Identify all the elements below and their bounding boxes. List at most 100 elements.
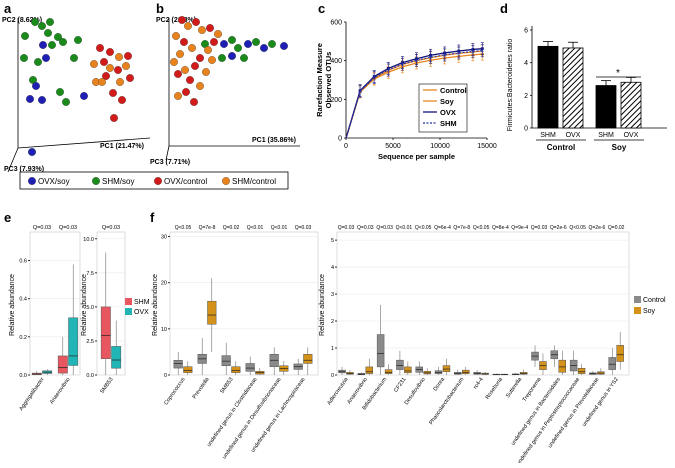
q-value-label: Q=0.02 [608, 225, 625, 231]
pca-point [38, 22, 46, 30]
y-tick-label: 400 [330, 58, 342, 65]
panel-f: f 0102030Q<0.05CoprococcusQ=7e-8Prevotel… [150, 210, 666, 467]
pca-point [181, 66, 189, 74]
panel-e: e 0.0 0.2 0.4 0.6 Q=0.03 Aggregatibacter Q=0.0… [4, 210, 150, 412]
pca-point [54, 33, 62, 41]
legend-label: Soy [643, 308, 656, 315]
y-tick-label: 20 [161, 281, 167, 287]
x-tick-label: Coprococcus [163, 377, 186, 407]
y-tick-label: 7.5 [86, 271, 94, 277]
series-point: ✕ [386, 68, 390, 74]
pca-point [206, 24, 214, 32]
x-tick-label: Sutterella [505, 376, 524, 399]
y-tick-label: 10.0 [83, 237, 94, 243]
pca-point [220, 40, 228, 48]
pca-point [252, 38, 260, 46]
legend-label: OVX [440, 108, 456, 117]
y-tick-label: 10 [161, 327, 167, 333]
box [231, 366, 241, 373]
series-point: ✕ [372, 76, 376, 82]
legend-swatch [634, 307, 641, 314]
q-value-label: Q=0.03 [295, 225, 312, 231]
pca-point [70, 54, 78, 62]
y-tick-label: 0.0 [19, 373, 27, 379]
series-point: ✕ [428, 55, 432, 61]
pca-point [196, 54, 204, 62]
q-value-label: Q=9e-4 [511, 225, 528, 231]
box [245, 363, 255, 372]
y-tick-label: 0 [164, 373, 167, 379]
significance-star: * [616, 68, 620, 79]
y-tick-label: 2.5 [86, 339, 94, 345]
pca-point [228, 36, 236, 44]
panel-b: b PC2 (21.8%) PC1 (35.86%) PC3 (7.71%) [150, 1, 300, 166]
panel-a-pc1-axis [17, 137, 151, 149]
legend-swatch [634, 296, 641, 303]
panel-a-pc2-label: PC2 (8.62%) [2, 17, 42, 24]
pca-point [34, 58, 42, 66]
box [616, 345, 624, 362]
pca-point [192, 18, 200, 26]
y-tick-label: 0 [331, 373, 334, 379]
pca-point [44, 29, 52, 37]
box [462, 369, 470, 374]
q-value-label: Q=2e-6 [550, 225, 567, 231]
pca-point [280, 42, 288, 50]
pca-point [39, 41, 47, 49]
y-tick-label: 0.4 [19, 297, 27, 303]
pca-point [202, 68, 210, 76]
pca-point [59, 38, 67, 46]
pca-point [20, 54, 28, 62]
panel-d: d 0 2 4 6 Firmicutes:Bacteroidetes ratio SHM O… [500, 1, 667, 152]
y-tick-label: 1 [331, 346, 334, 352]
pca-legend: OVX/soy SHM/soy OVX/control SHM/control [19, 171, 289, 190]
pca-point [110, 114, 118, 122]
pca-point [56, 88, 64, 96]
y-tick-label: 6 [524, 28, 528, 35]
legend-marker [92, 177, 100, 185]
pca-point [98, 78, 106, 86]
panel-c: c 0 5000 10000 15000 0 200 400 600 Sequence per … [315, 1, 497, 161]
x-tick-label: 15000 [477, 143, 497, 150]
box [173, 359, 183, 369]
pca-point [190, 98, 198, 106]
legend-box [418, 83, 468, 133]
q-value-label: Q<0.01 [271, 225, 288, 231]
x-tick-label: Roseburia [485, 376, 505, 401]
y-axis-label: Relative abundance [81, 274, 88, 336]
legend-marker [154, 177, 162, 185]
box [221, 355, 231, 367]
x-tick-label: Anaerovibrio [49, 377, 72, 406]
pca-point [170, 58, 178, 66]
panel-f-label: f [150, 210, 155, 225]
y-axis-label: Rarefaction Measure [315, 43, 324, 117]
q-value-label: Q<0.05 [569, 225, 586, 231]
pca-point [184, 22, 192, 30]
x-tick-label: SMB53 [99, 377, 114, 395]
legend-marker [28, 177, 36, 185]
legend-label: Soy [440, 97, 455, 106]
group-label: Control [547, 143, 575, 152]
pca-point [174, 70, 182, 78]
bar [620, 81, 642, 129]
y-tick-label: 0.6 [19, 259, 27, 265]
x-tick-label: Phascolarctobacterium [428, 376, 465, 426]
x-tick-label: rc4-4 [473, 377, 485, 391]
plot-frame [169, 231, 319, 376]
pca-point [172, 32, 180, 40]
pca-point [260, 44, 268, 52]
q-value-label: Q=7e-8 [199, 225, 216, 231]
pca-point [48, 41, 56, 49]
legend-label: SHM [440, 119, 457, 128]
pca-point [106, 64, 114, 72]
pca-point [244, 40, 252, 48]
box [396, 359, 404, 370]
panel-a-pc3-axis [7, 147, 19, 173]
pca-point [96, 44, 104, 52]
box [100, 306, 111, 359]
x-tick-label: undefined genus in Clostridiaceae [206, 377, 258, 448]
q-value-label: Q=0.03 [102, 225, 120, 231]
q-value-label: Q=6e-4 [434, 225, 451, 231]
legend-label: SHM/soy [102, 177, 134, 186]
